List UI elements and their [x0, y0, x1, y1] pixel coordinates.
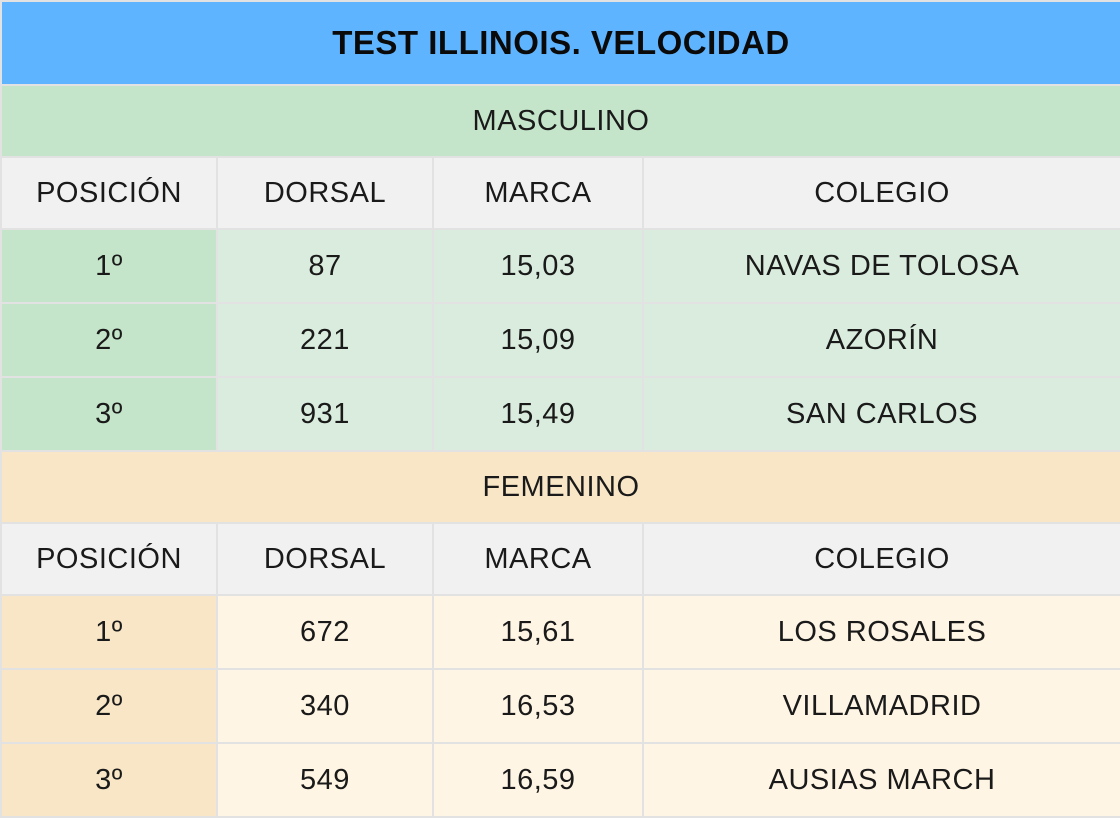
column-header-dorsal: DORSAL — [216, 156, 434, 230]
cell-position: 3º — [0, 742, 218, 818]
cell-dorsal: 87 — [216, 228, 434, 304]
column-header-row: POSICIÓN DORSAL MARCA COLEGIO — [0, 156, 1120, 230]
column-header-mark: MARCA — [432, 156, 644, 230]
cell-dorsal: 340 — [216, 668, 434, 744]
column-header-dorsal: DORSAL — [216, 522, 434, 596]
section-title-female: FEMENINO — [0, 450, 1120, 524]
cell-school: SAN CARLOS — [641, 376, 1120, 452]
table-title: TEST ILLINOIS. VELOCIDAD — [0, 0, 1120, 86]
cell-position: 1º — [0, 228, 218, 304]
section-title-male: MASCULINO — [0, 84, 1120, 158]
table-row: 1º 672 15,61 LOS ROSALES — [0, 594, 1120, 670]
column-header-position: POSICIÓN — [0, 522, 218, 596]
cell-dorsal: 931 — [216, 376, 434, 452]
cell-school: AUSIAS MARCH — [641, 742, 1120, 818]
cell-school: LOS ROSALES — [641, 594, 1120, 670]
table-row: 3º 549 16,59 AUSIAS MARCH — [0, 742, 1120, 818]
column-header-school: COLEGIO — [641, 522, 1120, 596]
cell-position: 2º — [0, 302, 218, 378]
table-row: 2º 340 16,53 VILLAMADRID — [0, 668, 1120, 744]
cell-mark: 15,03 — [432, 228, 644, 304]
column-header-position: POSICIÓN — [0, 156, 218, 230]
cell-dorsal: 672 — [216, 594, 434, 670]
cell-mark: 15,61 — [432, 594, 644, 670]
cell-dorsal: 549 — [216, 742, 434, 818]
cell-mark: 15,09 — [432, 302, 644, 378]
cell-mark: 16,59 — [432, 742, 644, 818]
cell-mark: 16,53 — [432, 668, 644, 744]
title-row: TEST ILLINOIS. VELOCIDAD — [0, 0, 1120, 86]
cell-school: NAVAS DE TOLOSA — [641, 228, 1120, 304]
section-row-female: FEMENINO — [0, 450, 1120, 524]
table-row: 1º 87 15,03 NAVAS DE TOLOSA — [0, 228, 1120, 304]
section-row-male: MASCULINO — [0, 84, 1120, 158]
column-header-school: COLEGIO — [641, 156, 1120, 230]
cell-mark: 15,49 — [432, 376, 644, 452]
column-header-mark: MARCA — [432, 522, 644, 596]
cell-school: VILLAMADRID — [641, 668, 1120, 744]
cell-school: AZORÍN — [641, 302, 1120, 378]
table-row: 2º 221 15,09 AZORÍN — [0, 302, 1120, 378]
cell-position: 3º — [0, 376, 218, 452]
table-row: 3º 931 15,49 SAN CARLOS — [0, 376, 1120, 452]
cell-dorsal: 221 — [216, 302, 434, 378]
column-header-row: POSICIÓN DORSAL MARCA COLEGIO — [0, 522, 1120, 596]
cell-position: 1º — [0, 594, 218, 670]
cell-position: 2º — [0, 668, 218, 744]
